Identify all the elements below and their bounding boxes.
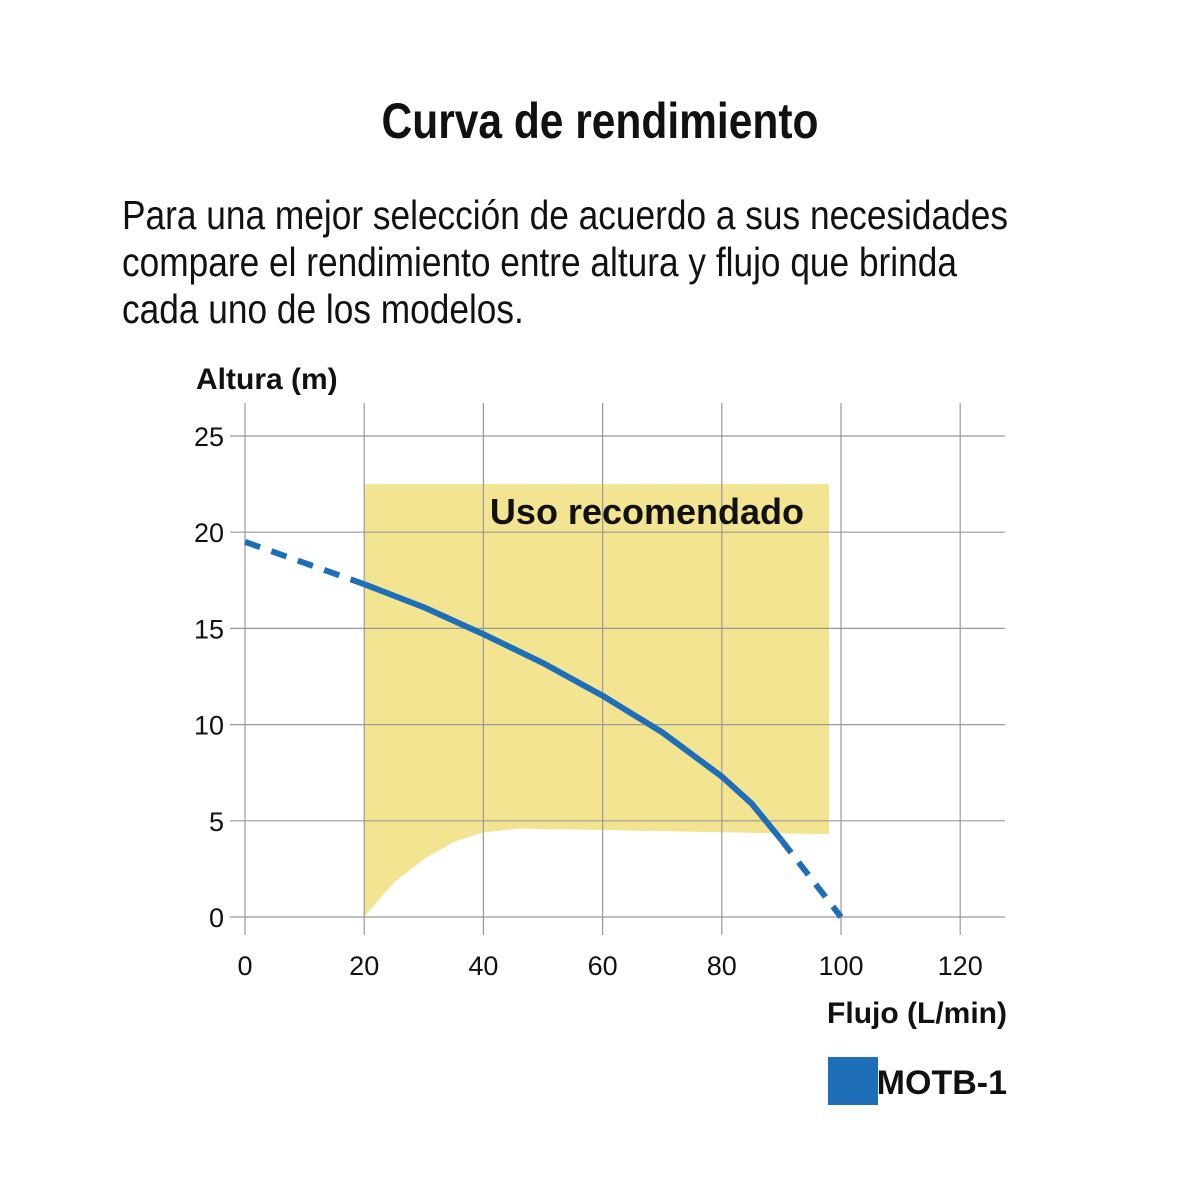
x-tick-label: 120 bbox=[938, 951, 983, 981]
series-line-dashed-end bbox=[779, 838, 844, 919]
legend-label: MOTB-1 bbox=[877, 1064, 1007, 1102]
x-tick-label: 40 bbox=[468, 951, 498, 981]
y-tick-label: 0 bbox=[209, 903, 224, 933]
legend-swatch bbox=[828, 1057, 878, 1105]
y-tick-label: 5 bbox=[209, 807, 224, 837]
chart-title: Curva de rendimiento bbox=[381, 93, 819, 149]
recommended-region bbox=[364, 484, 830, 917]
y-tick-label: 25 bbox=[194, 422, 224, 452]
x-tick-label: 80 bbox=[707, 951, 737, 981]
x-tick-label: 0 bbox=[237, 951, 252, 981]
x-tick-label: 100 bbox=[818, 951, 863, 981]
region-label: Uso recomendado bbox=[490, 491, 804, 532]
series-line-dashed-start bbox=[243, 538, 366, 587]
y-tick-label: 20 bbox=[194, 518, 224, 548]
chart-subtitle: Para una mejor selección de acuerdo a su… bbox=[122, 192, 1008, 332]
x-axis-label: Flujo (L/min) bbox=[827, 997, 1007, 1030]
y-tick-label: 10 bbox=[194, 711, 224, 741]
x-tick-label: 20 bbox=[349, 951, 379, 981]
y-axis-label: Altura (m) bbox=[196, 363, 338, 396]
y-tick-label: 15 bbox=[194, 614, 224, 644]
series-line bbox=[363, 581, 784, 842]
x-tick-label: 60 bbox=[588, 951, 618, 981]
